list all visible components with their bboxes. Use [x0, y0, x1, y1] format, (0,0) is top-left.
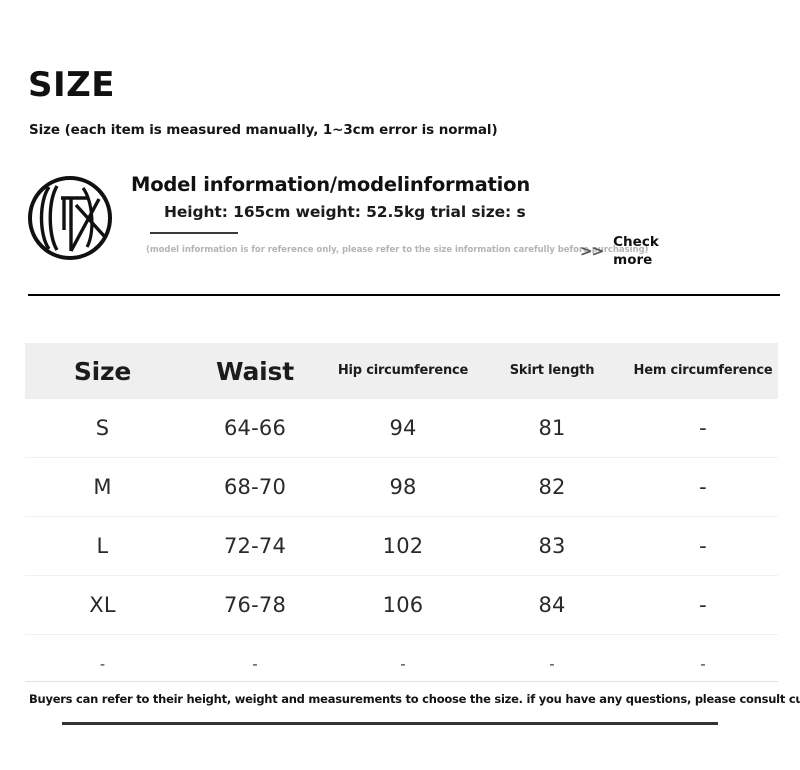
cell-hem: - — [699, 534, 707, 558]
cell-skirt: 82 — [538, 475, 566, 499]
table-row: S 64-66 94 81 - — [25, 399, 778, 458]
cell-hem: - — [699, 593, 707, 617]
column-header-size: Size — [73, 356, 132, 386]
model-disclaimer: (model information is for reference only… — [146, 245, 649, 255]
cell-waist: 64-66 — [223, 416, 287, 440]
cell-skirt: 84 — [538, 593, 566, 617]
cell-hip: 106 — [382, 593, 424, 617]
double-chevron-right-icon: >> — [580, 242, 604, 261]
column-header-skirt-length: Skirt length — [509, 363, 595, 379]
footer-divider — [25, 681, 778, 682]
model-info-heading: Model information/modelinformation — [131, 173, 531, 196]
cell-hem: - — [699, 416, 707, 440]
cell-size: XL — [89, 593, 116, 617]
cell-hip: 94 — [389, 416, 417, 440]
table-row: XL 76-78 106 84 - — [25, 576, 778, 635]
cell-hip: - — [400, 655, 406, 673]
cell-waist: 72-74 — [223, 534, 287, 558]
column-header-hip-circumference: Hip circumference — [337, 363, 469, 379]
size-table: Size Waist Hip circumference Skirt lengt… — [25, 343, 778, 693]
page-title: SIZE — [28, 65, 116, 105]
cell-hem: - — [699, 475, 707, 499]
footer-note: Buyers can refer to their height, weight… — [29, 692, 800, 706]
cell-waist: 68-70 — [223, 475, 287, 499]
bottom-rule — [62, 722, 718, 725]
table-row: L 72-74 102 83 - — [25, 517, 778, 576]
page-subtitle: Size (each item is measured manually, 1~… — [29, 122, 498, 138]
model-height-weight-line: Height: 165cm weight: 52.5kg trial size:… — [164, 203, 526, 221]
section-divider-top — [28, 294, 780, 296]
cell-hip: 98 — [389, 475, 417, 499]
cell-size: S — [95, 416, 110, 440]
table-row: - - - - - — [25, 635, 778, 693]
column-header-waist: Waist — [216, 356, 294, 386]
model-underline-accent — [150, 232, 238, 234]
check-more-label: Check more — [613, 234, 659, 268]
cell-hip: 102 — [382, 534, 424, 558]
cell-size: - — [99, 655, 106, 673]
cell-size: M — [93, 475, 112, 499]
table-row: M 68-70 98 82 - — [25, 458, 778, 517]
cell-skirt: 81 — [538, 416, 566, 440]
cell-waist: 76-78 — [223, 593, 287, 617]
circular-monogram-logo-icon — [27, 175, 113, 261]
check-more-link[interactable]: >> Check more — [580, 234, 661, 270]
cell-skirt: - — [549, 655, 555, 673]
cell-waist: - — [252, 655, 258, 673]
column-header-hem-circumference: Hem circumference — [633, 363, 773, 379]
table-header-row: Size Waist Hip circumference Skirt lengt… — [25, 343, 778, 399]
cell-size: L — [96, 534, 109, 558]
cell-skirt: 83 — [538, 534, 566, 558]
cell-hem: - — [700, 655, 706, 673]
